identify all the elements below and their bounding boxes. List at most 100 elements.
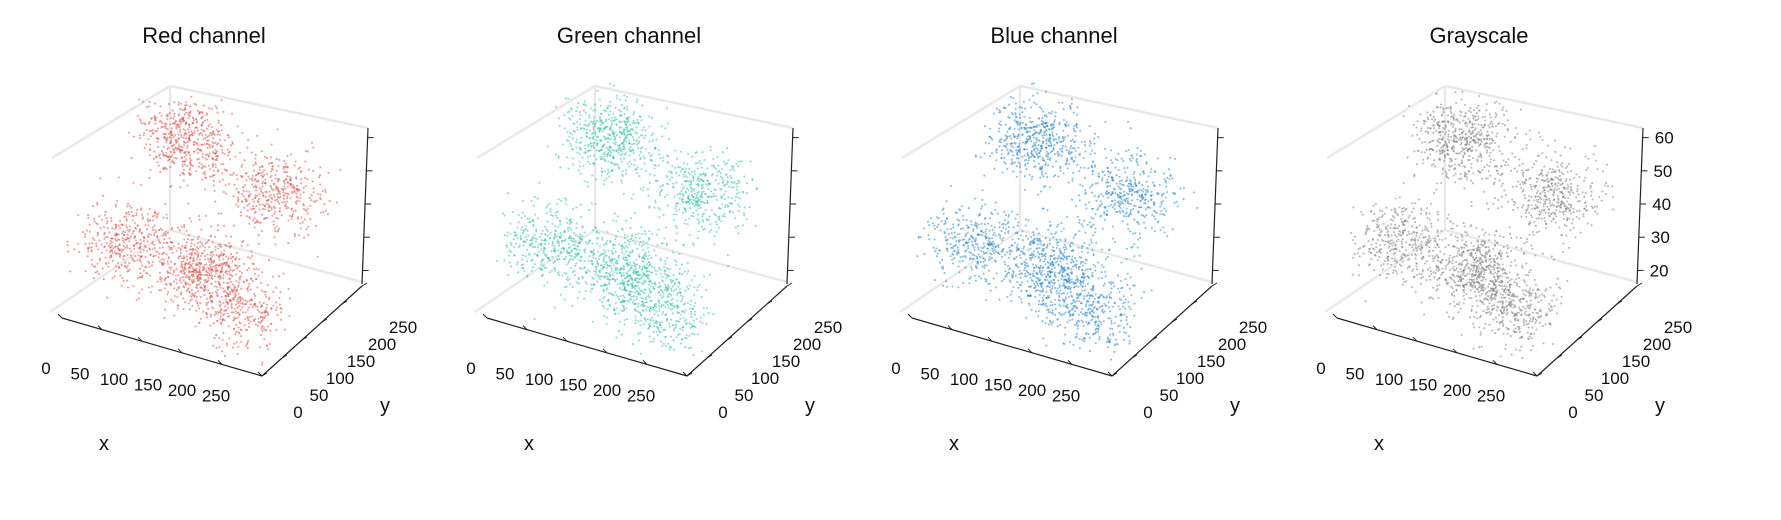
scatter-point — [161, 258, 163, 260]
scatter-point — [188, 172, 190, 174]
scatter-point — [1036, 152, 1038, 154]
scatter-point — [223, 262, 225, 264]
scatter-point — [97, 223, 99, 225]
scatter-point — [107, 266, 109, 268]
scatter-point — [623, 247, 625, 249]
scatter-point — [685, 210, 687, 212]
scatter-point — [698, 184, 700, 186]
scatter-point — [243, 207, 245, 209]
scatter-point — [551, 244, 553, 246]
scatter-point — [250, 304, 252, 306]
scatter-point — [741, 160, 743, 162]
scatter-point — [204, 120, 206, 122]
scatter-point — [207, 289, 209, 291]
scatter-point — [644, 233, 646, 235]
chart-title: Red channel — [142, 23, 266, 48]
scatter-point — [1016, 176, 1018, 178]
scatter-point — [271, 208, 273, 210]
scatter-point — [196, 301, 198, 303]
scatter-point — [680, 300, 682, 302]
scatter-point — [603, 277, 605, 279]
scatter-point — [1046, 138, 1048, 140]
scatter-point — [601, 149, 603, 151]
scatter-point — [558, 242, 560, 244]
scatter-point — [186, 151, 188, 153]
scatter-point — [576, 121, 578, 123]
scatter-point — [170, 151, 172, 153]
scatter-point — [212, 158, 214, 160]
scatter-point — [149, 169, 151, 171]
scatter-point — [623, 319, 625, 321]
scatter-point — [1032, 126, 1034, 128]
scatter-point — [695, 151, 697, 153]
scatter-point — [674, 259, 676, 261]
scatter-point — [255, 211, 257, 213]
scatter-point — [264, 191, 266, 193]
scatter-point — [209, 123, 211, 125]
scatter-point — [686, 176, 688, 178]
scatter-point — [607, 133, 609, 135]
scatter-point — [660, 326, 662, 328]
scatter-point — [689, 327, 691, 329]
scatter-point — [598, 255, 600, 257]
scatter-point — [524, 215, 526, 217]
scatter-point — [1043, 134, 1045, 136]
scatter-point — [198, 219, 200, 221]
scatter-point — [163, 317, 165, 319]
scatter-point — [1090, 153, 1092, 155]
scatter-point — [640, 157, 642, 159]
scatter-point — [85, 270, 87, 272]
scatter-point — [628, 165, 630, 167]
scatter-point — [174, 152, 176, 154]
scatter-point — [584, 144, 586, 146]
scatter-point — [227, 303, 229, 305]
scatter-point — [197, 271, 199, 273]
scatter-point — [1059, 166, 1061, 168]
scatter-point — [665, 286, 667, 288]
scatter-point — [234, 333, 236, 335]
scatter-point — [115, 226, 117, 228]
scatter-point — [611, 258, 613, 260]
scatter-point — [1064, 136, 1066, 138]
scatter-point — [149, 154, 151, 156]
scatter-point — [523, 270, 525, 272]
scatter-point — [128, 213, 130, 215]
scatter-point — [605, 177, 607, 179]
scatter-point — [564, 240, 566, 242]
scatter-point — [682, 298, 684, 300]
scatter-point — [652, 307, 654, 309]
scatter-point — [593, 120, 595, 122]
scatter-point — [673, 213, 675, 215]
scatter-point — [261, 290, 263, 292]
scatter-point — [167, 147, 169, 149]
scatter-point — [108, 231, 110, 233]
scatter-point — [713, 213, 715, 215]
scatter-point — [668, 138, 670, 140]
scatter-point — [661, 136, 663, 138]
scatter-point — [736, 189, 738, 191]
scatter-point — [268, 259, 270, 261]
scatter-point — [571, 249, 573, 251]
scatter-point — [308, 169, 310, 171]
scatter-point — [1071, 98, 1073, 100]
scatter-point — [1051, 129, 1053, 131]
scatter-point — [611, 270, 613, 272]
scatter-point — [650, 341, 652, 343]
scatter-point — [587, 186, 589, 188]
scatter-point — [128, 240, 130, 242]
scatter-point — [129, 248, 131, 250]
scatter-point — [616, 307, 618, 309]
scatter-point — [197, 147, 199, 149]
scatter-point — [567, 276, 569, 278]
scatter-point — [611, 123, 613, 125]
scatter-point — [596, 263, 598, 265]
scatter-point — [626, 117, 628, 119]
scatter-point — [160, 280, 162, 282]
scatter-point — [614, 258, 616, 260]
scatter-point — [551, 256, 553, 258]
scatter-point — [170, 140, 172, 142]
scatter-point — [225, 298, 227, 300]
scatter-point — [317, 193, 319, 195]
scatter-point — [123, 216, 125, 218]
scatter-point — [678, 174, 680, 176]
